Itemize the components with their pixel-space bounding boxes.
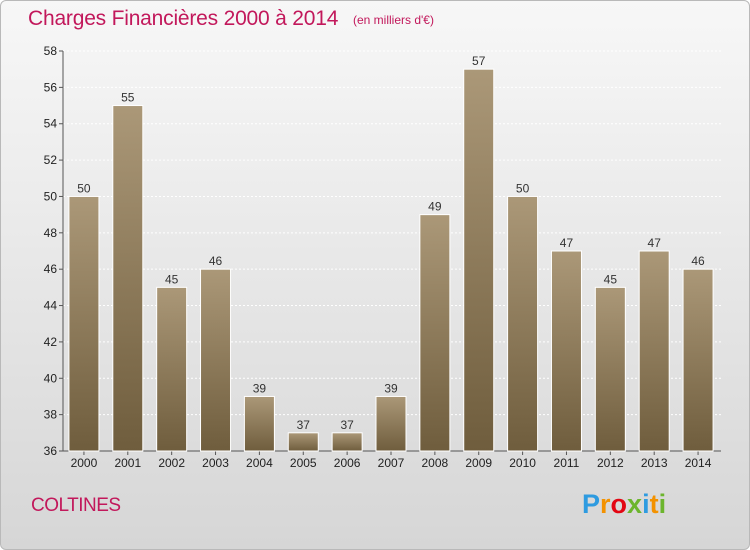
y-tick-label: 56 xyxy=(44,80,58,94)
logo-letter: i xyxy=(642,489,650,519)
value-label-2005: 37 xyxy=(297,418,311,432)
y-tick-label: 36 xyxy=(44,444,58,458)
x-tick-label-2013: 2013 xyxy=(641,456,668,470)
x-tick-label-2008: 2008 xyxy=(422,456,449,470)
value-label-2010: 50 xyxy=(516,181,530,195)
x-tick-label-2004: 2004 xyxy=(246,456,273,470)
x-tick-label-2009: 2009 xyxy=(465,456,492,470)
value-label-2003: 46 xyxy=(209,254,223,268)
bar-2010 xyxy=(507,195,539,452)
value-label-2013: 47 xyxy=(648,236,662,250)
x-tick-label-2003: 2003 xyxy=(202,456,229,470)
commune-name: COLTINES xyxy=(31,495,121,516)
x-tick-label-2012: 2012 xyxy=(597,456,624,470)
value-label-2007: 39 xyxy=(384,381,398,395)
logo-letter: P xyxy=(582,489,601,519)
proxiti-logo: Proxiti xyxy=(582,489,666,520)
bar-2001 xyxy=(112,105,144,452)
bar-2007 xyxy=(375,395,407,452)
bar-2003 xyxy=(200,268,232,452)
y-tick-label: 46 xyxy=(44,262,58,276)
y-tick-label: 44 xyxy=(44,299,58,313)
y-tick-label: 48 xyxy=(44,226,58,240)
x-tick-label-2014: 2014 xyxy=(685,456,712,470)
bar-2014 xyxy=(682,268,714,452)
bar-2011 xyxy=(550,250,582,452)
bar-2006 xyxy=(331,432,363,452)
x-tick-label-2010: 2010 xyxy=(509,456,536,470)
chart-title: Charges Financières 2000 à 2014 xyxy=(28,7,339,30)
y-tick-label: 50 xyxy=(44,189,58,203)
y-tick-label: 38 xyxy=(44,408,58,422)
y-tick-label: 42 xyxy=(44,335,58,349)
bar-2008 xyxy=(419,214,451,452)
x-tick-label-2000: 2000 xyxy=(71,456,98,470)
chart-unit: (en milliers d'€) xyxy=(353,13,434,27)
bar-2000 xyxy=(68,195,100,452)
value-label-2001: 55 xyxy=(121,91,135,105)
value-label-2000: 50 xyxy=(77,181,91,195)
x-tick-label-2007: 2007 xyxy=(378,456,405,470)
y-tick-label: 40 xyxy=(44,371,58,385)
x-tick-label-2002: 2002 xyxy=(158,456,185,470)
x-tick-label-2005: 2005 xyxy=(290,456,317,470)
logo-letter: r xyxy=(600,489,611,519)
bar-2009 xyxy=(463,68,495,452)
logo-letter: o xyxy=(610,489,628,519)
logo-letter: t xyxy=(649,489,659,519)
value-label-2012: 45 xyxy=(604,272,618,286)
y-tick-label: 54 xyxy=(44,117,58,131)
x-tick-label-2011: 2011 xyxy=(554,456,580,470)
y-tick-label: 52 xyxy=(44,153,58,167)
value-label-2014: 46 xyxy=(691,254,705,268)
value-label-2002: 45 xyxy=(165,272,179,286)
x-tick-label-2001: 2001 xyxy=(114,456,141,470)
bar-2005 xyxy=(287,432,319,452)
bar-2012 xyxy=(594,286,626,452)
value-label-2009: 57 xyxy=(472,54,486,68)
value-label-2008: 49 xyxy=(428,200,442,214)
logo-letter: i xyxy=(658,489,667,519)
bar-2002 xyxy=(156,286,188,452)
y-tick-label: 58 xyxy=(44,44,58,58)
value-label-2006: 37 xyxy=(340,418,354,432)
value-label-2004: 39 xyxy=(253,381,267,395)
bar-2004 xyxy=(243,395,275,452)
value-label-2011: 47 xyxy=(560,236,574,250)
x-tick-label-2006: 2006 xyxy=(334,456,361,470)
logo-letter: x xyxy=(627,489,643,519)
bar-2013 xyxy=(638,250,670,452)
